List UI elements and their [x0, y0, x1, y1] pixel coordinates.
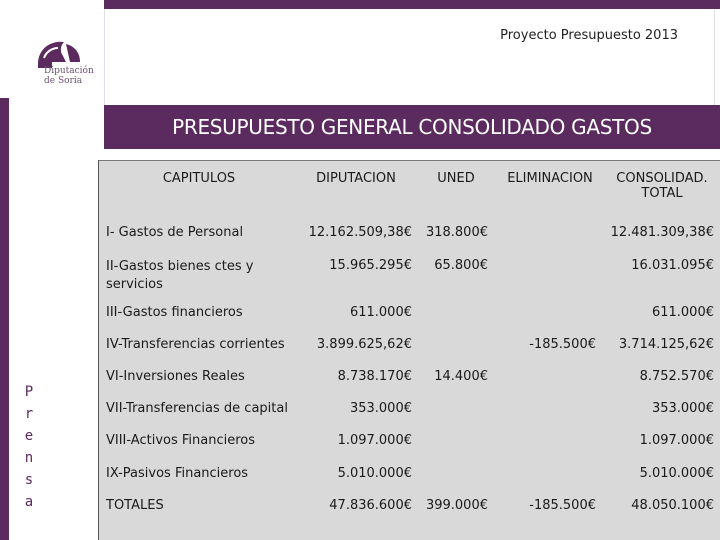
header-capitulos: CAPITULOS	[162, 171, 236, 186]
row-total: 3.714.125,62€	[618, 337, 714, 352]
header-consolidad: CONSOLIDAD. TOTAL	[604, 171, 720, 201]
row-diputacion: 8.738.170€	[337, 369, 412, 384]
row-diputacion: 12.162.509,38€	[308, 225, 412, 240]
page-subtitle: Proyecto Presupuesto 2013	[500, 28, 678, 43]
page-title: PRESUPUESTO GENERAL CONSOLIDADO GASTOS	[104, 105, 720, 149]
row-uned: 65.800€	[434, 258, 488, 273]
side-letter: r	[24, 406, 34, 422]
side-letter: a	[24, 494, 34, 510]
left-accent-strip	[0, 98, 9, 540]
side-letter: n	[24, 450, 34, 466]
header-eliminacion: ELIMINACION	[507, 171, 593, 186]
row-total: 8.752.570€	[639, 369, 714, 384]
row-label: VI-Inversiones Reales	[106, 369, 245, 384]
logo-line-2: de Soria	[44, 76, 83, 86]
row-total: 1.097.000€	[639, 433, 714, 448]
row-total: 611.000€	[651, 305, 714, 320]
row-label: III-Gastos financieros	[106, 305, 243, 320]
side-letter: e	[24, 428, 34, 444]
row-eliminacion: -185.500€	[529, 337, 596, 352]
diputacion-logo-icon	[38, 41, 80, 68]
row-uned: 14.400€	[434, 369, 488, 384]
row-diputacion: 353.000€	[349, 401, 412, 416]
row-total: 5.010.000€	[639, 466, 714, 481]
side-letter: s	[24, 472, 34, 488]
row-diputacion: 5.010.000€	[337, 466, 412, 481]
side-letter: P	[24, 384, 34, 400]
header-diputacion: DIPUTACION	[316, 171, 396, 186]
header-consolidad-line2: TOTAL	[641, 186, 683, 201]
row-uned: 399.000€	[425, 498, 488, 513]
header-consolidad-line1: CONSOLIDAD.	[616, 171, 708, 186]
row-label-totales: TOTALES	[106, 498, 164, 513]
header-uned: UNED	[437, 171, 475, 186]
row-label: VIII-Activos Financieros	[106, 433, 256, 448]
budget-table	[98, 160, 720, 540]
logo-line-1: Diputación	[44, 66, 94, 76]
row-label: IX-Pasivos Financieros	[106, 466, 249, 481]
row-diputacion: 3.899.625,62€	[316, 337, 412, 352]
row-label: VII-Transferencias de capital	[106, 401, 288, 416]
row-label: IV-Transferencias corrientes	[106, 337, 285, 352]
row-diputacion: 47.836.600€	[329, 498, 412, 513]
row-label: I- Gastos de Personal	[106, 225, 244, 240]
row-label: II-Gastos bienes ctes y servicios	[106, 259, 254, 292]
header-divider-right	[714, 9, 715, 105]
row-total: 12.481.309,38€	[610, 225, 714, 240]
table-top-border	[98, 160, 720, 161]
row-eliminacion: -185.500€	[529, 498, 596, 513]
row-total: 48.050.100€	[631, 498, 714, 513]
row-diputacion: 15.965.295€	[329, 258, 412, 273]
row-total: 353.000€	[651, 401, 714, 416]
row-diputacion: 1.097.000€	[337, 433, 412, 448]
row-diputacion: 611.000€	[349, 305, 412, 320]
table-left-border	[98, 160, 99, 540]
row-uned: 318.800€	[425, 225, 488, 240]
header-divider-left	[104, 9, 105, 105]
logo-caption: Diputación de Soria	[44, 66, 94, 86]
top-accent-bar	[104, 0, 720, 9]
row-total: 16.031.095€	[631, 258, 714, 273]
